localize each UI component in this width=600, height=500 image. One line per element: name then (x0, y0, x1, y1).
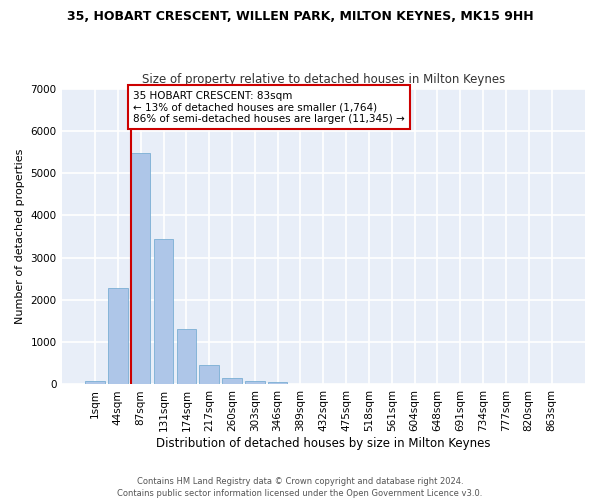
Y-axis label: Number of detached properties: Number of detached properties (15, 149, 25, 324)
Bar (131, 153, 151, 384)
X-axis label: Distribution of detached houses by size in Milton Keynes: Distribution of detached houses by size … (156, 437, 491, 450)
Bar (245, 380, 265, 384)
Bar (268, 382, 287, 384)
Title: Size of property relative to detached houses in Milton Keynes: Size of property relative to detached ho… (142, 73, 505, 86)
Text: 35, HOBART CRESCENT, WILLEN PARK, MILTON KEYNES, MK15 9HH: 35, HOBART CRESCENT, WILLEN PARK, MILTON… (67, 10, 533, 23)
Bar (199, 364, 219, 384)
Bar (108, 288, 128, 384)
Text: 35 HOBART CRESCENT: 83sqm
← 13% of detached houses are smaller (1,764)
86% of se: 35 HOBART CRESCENT: 83sqm ← 13% of detac… (133, 90, 404, 124)
Bar (222, 378, 242, 384)
Text: Contains HM Land Registry data © Crown copyright and database right 2024.
Contai: Contains HM Land Registry data © Crown c… (118, 476, 482, 498)
Bar (85, 381, 105, 384)
Bar (154, 240, 173, 384)
Bar (176, 329, 196, 384)
